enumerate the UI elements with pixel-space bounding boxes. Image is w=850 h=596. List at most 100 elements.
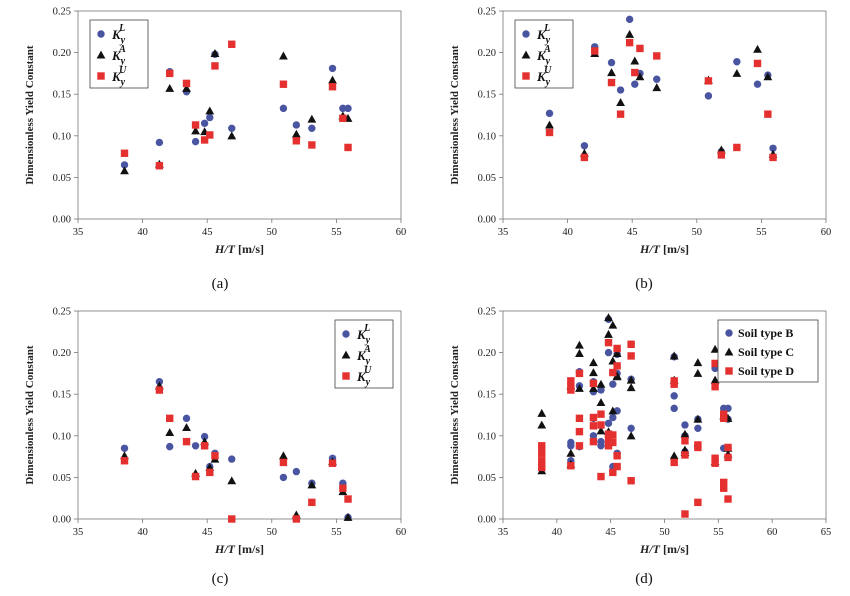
data-point bbox=[200, 136, 209, 144]
data-point bbox=[228, 124, 236, 133]
x-tick-label: 55 bbox=[713, 527, 724, 538]
legend-marker bbox=[96, 50, 106, 59]
data-point bbox=[693, 369, 703, 377]
data-point bbox=[613, 452, 621, 460]
data-point bbox=[597, 442, 605, 450]
data-point bbox=[604, 338, 613, 347]
data-point bbox=[328, 64, 337, 73]
legend-marker bbox=[342, 330, 350, 338]
legend-marker bbox=[342, 372, 350, 380]
data-point bbox=[182, 414, 191, 423]
data-point bbox=[545, 120, 554, 129]
legend-label: KyA bbox=[536, 44, 551, 67]
y-tick-label: 0.00 bbox=[478, 215, 496, 226]
x-tick-label: 45 bbox=[605, 527, 616, 538]
panel-caption: (c) bbox=[212, 571, 229, 587]
data-point bbox=[613, 344, 621, 353]
data-point bbox=[670, 377, 678, 385]
data-point bbox=[339, 114, 347, 123]
data-point bbox=[545, 128, 554, 137]
legend-label: Soil type C bbox=[738, 345, 794, 359]
data-point bbox=[328, 459, 337, 467]
chart-panel-1: 35 40 45 50 55 60 0.00 0.05 0.10 0.15 0.20 0.25 Dime… bbox=[24, 7, 406, 293]
data-point bbox=[710, 375, 720, 384]
y-tick-label: 0.00 bbox=[478, 515, 496, 526]
data-point bbox=[669, 351, 679, 360]
data-point bbox=[635, 72, 645, 81]
legend-marker bbox=[97, 30, 105, 38]
y-tick-label: 0.10 bbox=[478, 431, 496, 442]
data-point bbox=[764, 110, 772, 118]
data-point bbox=[155, 386, 164, 394]
data-point bbox=[616, 98, 625, 107]
data-point bbox=[205, 106, 215, 115]
data-point bbox=[670, 458, 678, 467]
data-point bbox=[567, 377, 575, 385]
data-point bbox=[165, 428, 175, 436]
plot-frame bbox=[77, 10, 402, 220]
data-point bbox=[292, 137, 301, 145]
data-point bbox=[613, 362, 621, 370]
data-point bbox=[724, 404, 732, 413]
data-point bbox=[589, 383, 598, 392]
series-2 bbox=[537, 313, 733, 475]
y-tick-label: 0.15 bbox=[478, 90, 496, 101]
legend-marker bbox=[522, 72, 530, 80]
data-point bbox=[575, 414, 584, 423]
x-tick-label: 40 bbox=[562, 227, 573, 238]
y-tick-label: 0.25 bbox=[53, 7, 71, 18]
data-point bbox=[200, 119, 209, 128]
data-point bbox=[120, 457, 129, 465]
chart-panel-2: 35 40 45 50 55 60 0.00 0.05 0.10 0.15 0.20 0.25 Dime… bbox=[449, 7, 831, 293]
data-point bbox=[625, 38, 634, 47]
data-point bbox=[211, 452, 219, 460]
data-point bbox=[753, 44, 762, 53]
series-2 bbox=[120, 381, 353, 521]
data-point bbox=[733, 58, 741, 66]
data-point bbox=[191, 126, 200, 135]
data-point bbox=[227, 131, 237, 140]
y-axis-label: Dimensionless Yield Constant bbox=[449, 45, 461, 184]
plot-frame bbox=[77, 310, 402, 520]
y-tick-label: 0.10 bbox=[53, 131, 71, 142]
data-point bbox=[720, 484, 728, 492]
x-tick-label: 40 bbox=[552, 527, 563, 538]
data-point bbox=[292, 121, 301, 129]
data-point bbox=[631, 80, 639, 88]
legend: Soil type B Soil type C Soil type D bbox=[717, 319, 819, 383]
data-point bbox=[567, 382, 575, 390]
data-point bbox=[609, 468, 617, 477]
data-point bbox=[724, 495, 732, 503]
data-point bbox=[704, 92, 713, 100]
x-tick-label: 55 bbox=[331, 527, 342, 538]
data-point bbox=[182, 79, 191, 88]
data-point bbox=[720, 410, 728, 418]
data-point bbox=[710, 344, 720, 353]
data-point bbox=[604, 313, 613, 322]
legend-label: KyL bbox=[536, 23, 551, 46]
data-point bbox=[307, 114, 317, 123]
data-point bbox=[680, 429, 690, 438]
data-point bbox=[200, 442, 209, 450]
legend-label: KyL bbox=[356, 323, 371, 346]
data-point bbox=[589, 358, 598, 367]
x-tick-label: 35 bbox=[498, 527, 509, 538]
data-point bbox=[339, 484, 347, 492]
panel-caption: (a) bbox=[212, 276, 229, 292]
y-tick-label: 0.10 bbox=[53, 431, 71, 442]
data-point bbox=[608, 406, 618, 415]
x-tick-label: 55 bbox=[331, 227, 342, 238]
data-point bbox=[538, 442, 546, 450]
chart-panel-4: 35 40 45 50 55 60 65 0.00 0.05 0.10 0.15 0.20 0.25 Di… bbox=[449, 307, 831, 588]
data-point bbox=[604, 419, 613, 428]
data-point bbox=[292, 515, 301, 523]
data-point bbox=[626, 431, 636, 440]
series-3 bbox=[545, 38, 777, 162]
data-point bbox=[681, 421, 689, 429]
y-tick-label: 0.20 bbox=[478, 348, 496, 359]
y-axis-label: Dimensionless Yield Constant bbox=[24, 45, 36, 184]
